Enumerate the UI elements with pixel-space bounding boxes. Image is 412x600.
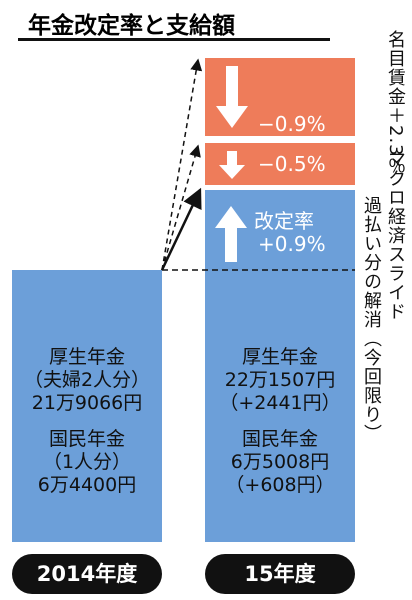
wage-value: ＋2.3％ [385,106,406,176]
pension-text: （+2441円） [219,392,341,414]
pension-text: 国民年金 [48,428,125,450]
wage-label: 名目賃金＋2.3％ [382,30,408,176]
title-rule [18,38,330,41]
pension-text: 国民年金 [241,428,318,450]
down-arrow [216,66,248,128]
bar-2014 [12,270,162,542]
pension-text: 厚生年金 [48,346,125,368]
side-label: 過払い分の解消（今回限り） [361,196,382,443]
down-arrow [219,151,245,179]
step-value: −0.9% [258,112,326,136]
pension-text: （1人分） [42,451,132,473]
pension-text: （+608円） [225,474,335,496]
step-value: −0.5% [258,152,326,176]
pension-text: 6万5008円 [230,451,330,473]
up-arrow [215,206,247,262]
pension-text: 厚生年金 [241,346,318,368]
side-label: マクロ経済スライド [385,150,406,321]
year-label: 15年度 [205,554,355,594]
title: 年金改定率と支給額 [28,13,235,39]
rate-label: 改定率 [254,209,314,233]
solid-arrow [160,187,202,271]
pension-text: （夫婦2人分） [23,369,151,391]
rate-value: +0.9% [258,232,326,256]
wage-text: 名目賃金 [385,30,406,106]
pension-text: 22万1507円 [224,369,336,391]
year-label: 2014年度 [12,554,162,594]
dashed-arrow [161,144,201,271]
pension-text: 6万4400円 [37,474,137,496]
pension-text: 21万9066円 [31,392,143,414]
